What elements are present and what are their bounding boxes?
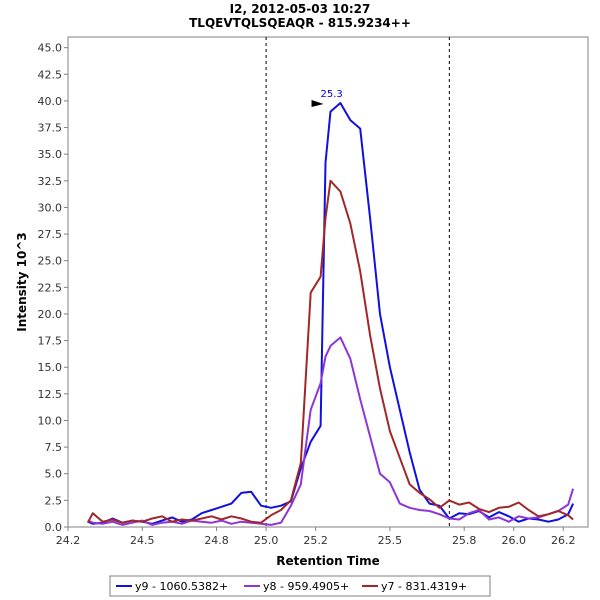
- y-tick-label: 10.0: [38, 414, 63, 427]
- x-tick-label: 24.8: [204, 534, 229, 547]
- y-tick-label: 40.0: [38, 95, 63, 108]
- y-tick-label: 32.5: [38, 175, 63, 188]
- legend: y9 - 1060.5382+ y8 - 959.4905+ y7 - 831.43…: [109, 575, 491, 597]
- y-tick-label: 27.5: [38, 228, 63, 241]
- x-tick-label: 25.0: [254, 534, 279, 547]
- x-tick-label: 26.2: [551, 534, 576, 547]
- legend-entry-1: y9 - 1060.5382+: [135, 580, 228, 593]
- y-tick-label: 2.5: [45, 494, 63, 507]
- legend-entry-3: y7 - 831.4319+: [381, 580, 467, 593]
- series-line-3: [86, 179, 574, 524]
- y-tick-label: 7.5: [45, 441, 63, 454]
- y-tick-label: 42.5: [38, 68, 63, 81]
- x-tick-label: 25.8: [452, 534, 477, 547]
- x-tick-label: 25.5: [378, 534, 403, 547]
- y-tick-label: 20.0: [38, 308, 63, 321]
- series-layer: [86, 102, 575, 526]
- peak-label: 25.3: [321, 89, 343, 100]
- series-line-2: [87, 336, 575, 526]
- y-axis-label: Intensity 10^3: [15, 232, 29, 332]
- y-tick-label: 0.0: [45, 521, 63, 534]
- y-tick-label: 35.0: [38, 148, 63, 161]
- x-axis-label: Retention Time: [276, 554, 380, 568]
- legend-entry-2: y8 - 959.4905+: [263, 580, 349, 593]
- y-axis: 0.0 2.5 5.0 7.5 10.0 12.5 15.0 17.5 20.0 22.5 25.0…: [38, 42, 68, 534]
- chart-subtitle: TLQEVTQLSQEAQR - 815.9234++: [189, 16, 411, 30]
- y-tick-label: 22.5: [38, 281, 63, 294]
- y-tick-label: 45.0: [38, 42, 63, 55]
- boundary-lines: [265, 37, 450, 527]
- legend-box: [109, 575, 491, 597]
- y-tick-label: 17.5: [38, 335, 63, 348]
- plot-area: [67, 36, 589, 528]
- y-tick-label: 15.0: [38, 361, 63, 374]
- y-tick-label: 37.5: [38, 122, 63, 135]
- y-tick-label: 30.0: [38, 201, 63, 214]
- peak-arrow-icon: [311, 100, 324, 108]
- x-axis: 24.2 24.5 24.8 25.0 25.2 25.5 25.8 26.0 26.2: [56, 527, 576, 547]
- y-tick-label: 5.0: [45, 468, 63, 481]
- y-tick-label: 12.5: [38, 388, 63, 401]
- x-tick-label: 25.2: [303, 534, 328, 547]
- peak-annotation: 25.3: [311, 89, 343, 108]
- y-tick-label: 25.0: [38, 255, 63, 268]
- chart-title: I2, 2012-05-03 10:27: [230, 2, 371, 16]
- x-tick-label: 26.0: [501, 534, 526, 547]
- x-tick-label: 24.5: [130, 534, 155, 547]
- x-tick-label: 24.2: [56, 534, 81, 547]
